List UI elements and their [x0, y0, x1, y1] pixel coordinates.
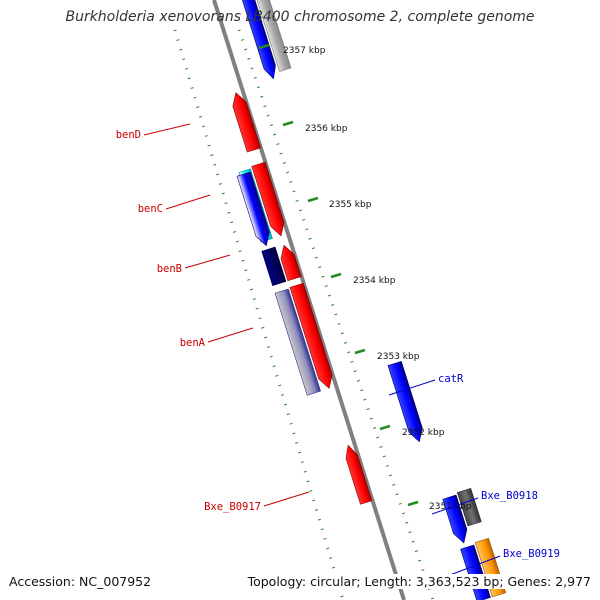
gene-label-benC: benC: [138, 203, 163, 215]
benD-gene-arrow: [232, 92, 261, 153]
scale-tick-mark: [379, 424, 391, 431]
gene-label-leader: [184, 254, 231, 269]
genes-value: 2,977: [555, 574, 591, 589]
Bxe_B0918-gene-arrow: [442, 494, 468, 544]
scale-tick-label: 2356 kbp: [305, 124, 348, 134]
genes-label: Genes:: [507, 574, 552, 589]
gene-labels: benD benC benB benA Bxe_B0917 catR Bxe_B0918 Bx…: [116, 123, 560, 576]
scale-tick-mark: [354, 348, 366, 355]
chromosome-backbone: [212, 0, 406, 600]
gene-2357k-blue: [240, 0, 276, 80]
inner-dotted-track: [173, 29, 345, 600]
scale-tick-label: 2352 kbp: [402, 428, 445, 438]
scale-tick-mark: [282, 120, 294, 127]
benB-neighbor-arrow: [261, 246, 287, 286]
gene-label-leader: [431, 497, 479, 515]
topology-label: Topology:: [247, 574, 307, 589]
gene-label-leader: [143, 123, 191, 136]
benA-neighbor-arrow: [274, 288, 321, 396]
gene-label-catR: catR: [438, 373, 464, 385]
accession-label: Accession:: [9, 574, 76, 589]
scale-tick-label: 2351 kbp: [429, 502, 472, 512]
scale-tick-mark: [330, 272, 342, 279]
gene-label-leader: [449, 555, 501, 576]
scale-tick-label: 2355 kbp: [329, 200, 372, 210]
scale-tick-label: 2353 kbp: [377, 352, 420, 362]
gene-label-leader: [165, 194, 211, 210]
Bxe_B0917-gene-arrow: [345, 444, 373, 505]
gene-label-Bxe_B0917: Bxe_B0917: [204, 501, 261, 513]
tick-tracks: [173, 29, 435, 600]
gene-label-benD: benD: [116, 129, 141, 141]
gene-label-Bxe_B0919: Bxe_B0919: [503, 548, 560, 560]
topology-value: circular: [310, 574, 357, 589]
accession-value: NC_007952: [79, 574, 152, 589]
gene-label-benA: benA: [180, 337, 206, 349]
genome-stats: Topology: circular; Length: 3,363,523 bp…: [247, 574, 591, 589]
scale-tick-mark: [258, 43, 270, 50]
scale-tick-label: 2357 kbp: [283, 46, 326, 56]
benC-neighbor-blue: [236, 171, 270, 247]
scale-tick-mark: [407, 500, 419, 507]
inner-gene-track: [232, 92, 373, 505]
scale-tick-mark: [307, 196, 319, 203]
length-value: 3,363,523 bp: [415, 574, 500, 589]
catR-gene-arrow: [387, 360, 423, 443]
Bxe_B0918-neighbor-arrow: [457, 487, 482, 527]
gene-label-Bxe_B0918: Bxe_B0918: [481, 490, 538, 502]
gene-2357k-grey: [253, 0, 292, 72]
benB-gene-arrow: [280, 244, 302, 282]
benC-gene-arrow: [251, 161, 285, 237]
gene-label-leader: [388, 379, 436, 396]
accession-info: Accession: NC_007952: [9, 574, 152, 589]
length-label: Length:: [364, 574, 412, 589]
scale-tick-label: 2354 kbp: [353, 276, 396, 286]
gene-label-leader: [263, 491, 310, 507]
map-title: Burkholderia xenovorans LB400 chromosome…: [65, 9, 535, 25]
gene-label-leader: [207, 327, 254, 343]
gene-label-benB: benB: [157, 263, 182, 275]
benA-gene-arrow: [289, 282, 333, 389]
scale-ticks: 2357 kbp 2356 kbp 2355 kbp 2354 kbp 2353 kbp…: [258, 43, 472, 512]
outer-dotted-track: [237, 29, 435, 600]
